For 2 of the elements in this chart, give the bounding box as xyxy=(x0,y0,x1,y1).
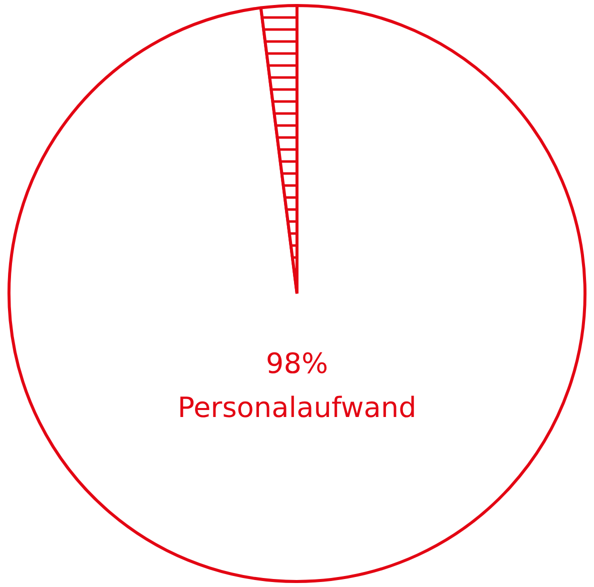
slice-label: Personalaufwand xyxy=(178,390,416,424)
data-label: 98% xyxy=(266,346,328,380)
